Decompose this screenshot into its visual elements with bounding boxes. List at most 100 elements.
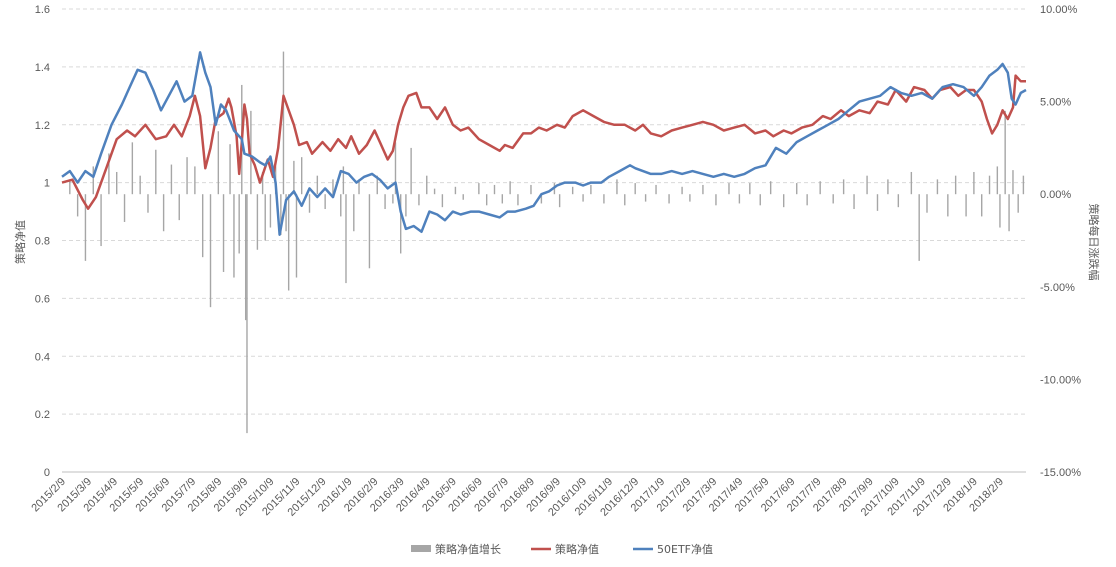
right-tick-label: 10.00% [1040, 4, 1078, 16]
daily-change-bar [832, 194, 834, 204]
daily-change-bar [478, 183, 480, 195]
daily-change-bar [147, 194, 149, 213]
daily-change-bar [186, 157, 188, 195]
daily-change-bar [123, 194, 126, 222]
daily-change-bar [689, 194, 691, 202]
left-tick-label: 1.4 [35, 62, 50, 74]
daily-change-bar [324, 194, 326, 210]
daily-change-bar [454, 186, 457, 195]
right-axis-title: 策略每日涨跌幅 [1087, 204, 1101, 281]
daily-change-bar [256, 194, 259, 250]
daily-change-bar [806, 194, 808, 206]
legend-swatch [411, 545, 431, 552]
daily-change-bar [353, 194, 355, 232]
daily-change-bar [233, 194, 235, 278]
daily-change-bar [796, 183, 798, 195]
daily-change-bar [702, 184, 704, 195]
daily-change-bar [285, 194, 287, 232]
daily-change-bar [368, 194, 371, 269]
daily-change-bar [250, 110, 252, 195]
daily-change-bar [509, 181, 511, 195]
daily-change-bar [462, 194, 464, 200]
daily-change-bar [1004, 110, 1006, 195]
daily-change-bar [1012, 170, 1014, 195]
daily-change-bar [282, 51, 285, 195]
daily-change-bar [287, 194, 290, 291]
daily-change-bar [655, 184, 657, 195]
daily-change-bar [759, 194, 761, 206]
daily-change-bar [340, 194, 342, 217]
daily-change-bar [418, 194, 420, 206]
daily-change-bar [624, 194, 626, 206]
daily-change-bar [728, 183, 730, 195]
daily-change-bar [947, 194, 949, 217]
left-tick-label: 0.4 [35, 351, 50, 363]
daily-change-bar [293, 160, 295, 195]
daily-change-bar [178, 194, 180, 221]
daily-change-bar [194, 166, 196, 195]
right-axis-ticks: -15.00% -10.00% -5.00% 0.00% 5.00% 10.00% [1040, 4, 1081, 479]
daily-change-bar [217, 131, 220, 195]
daily-change-bar [238, 194, 240, 254]
daily-change-bar [819, 181, 821, 195]
left-tick-label: 0.8 [35, 236, 50, 248]
right-tick-label: 0.00% [1040, 189, 1071, 201]
daily-change-bar [300, 157, 303, 195]
daily-change-bar [1017, 194, 1019, 213]
daily-change-bar [209, 194, 212, 308]
daily-change-bar [69, 179, 71, 195]
daily-change-bar [887, 179, 889, 195]
daily-change-bar [634, 183, 636, 195]
daily-change-bar [170, 164, 173, 195]
daily-change-bar [517, 194, 519, 206]
daily-change-bar [358, 179, 360, 195]
legend-label: 策略净值增长 [435, 542, 501, 556]
daily-change-bar [400, 194, 402, 254]
daily-change-bar [644, 194, 647, 202]
left-tick-label: 1 [44, 178, 50, 190]
daily-change-bar [139, 175, 141, 195]
daily-change-bar [394, 142, 397, 195]
daily-change-bar [244, 194, 247, 321]
daily-change-bar [493, 184, 496, 195]
daily-change-bar [530, 184, 532, 195]
daily-change-bar [264, 194, 266, 241]
daily-change-bar [876, 194, 879, 211]
daily-change-bar [996, 166, 999, 195]
daily-change-bar [769, 181, 772, 195]
daily-change-bar [201, 194, 204, 258]
daily-change-bar [910, 171, 913, 195]
daily-change-bar [405, 194, 407, 217]
daily-change-bar [954, 175, 957, 195]
left-axis-title: 策略净值 [13, 220, 27, 264]
daily-change-bar [116, 171, 118, 195]
daily-change-bar [84, 194, 87, 261]
daily-change-bar [853, 194, 855, 210]
daily-change-bar [485, 194, 488, 206]
left-tick-label: 1.2 [35, 120, 50, 132]
strategy-nav-line [61, 74, 1026, 210]
daily-change-bar [866, 175, 868, 195]
left-tick-label: 1.6 [35, 4, 50, 16]
left-axis-ticks: 0 0.2 0.4 0.6 0.8 1 1.2 1.4 1.6 [35, 4, 50, 479]
daily-change-bar [280, 194, 282, 235]
left-tick-label: 0.6 [35, 293, 50, 305]
left-tick-label: 0 [44, 467, 50, 479]
daily-change-bar [973, 171, 975, 195]
daily-change-bar [392, 194, 394, 204]
daily-change-bar [749, 183, 751, 195]
daily-change-bar [246, 194, 248, 434]
daily-change-bar [965, 194, 967, 217]
daily-change-bar [603, 194, 605, 204]
left-tick-label: 0.2 [35, 409, 50, 421]
daily-change-bar [131, 142, 134, 195]
daily-change-bar [936, 179, 939, 195]
daily-change-bar [316, 175, 319, 195]
daily-change-bar [540, 194, 543, 204]
legend-label: 策略净值 [555, 542, 599, 556]
daily-change-bar [501, 194, 504, 204]
daily-change-bar [590, 184, 592, 195]
daily-change-bar [999, 194, 1001, 228]
daily-change-bar [108, 153, 110, 195]
daily-change-bar [715, 194, 717, 206]
